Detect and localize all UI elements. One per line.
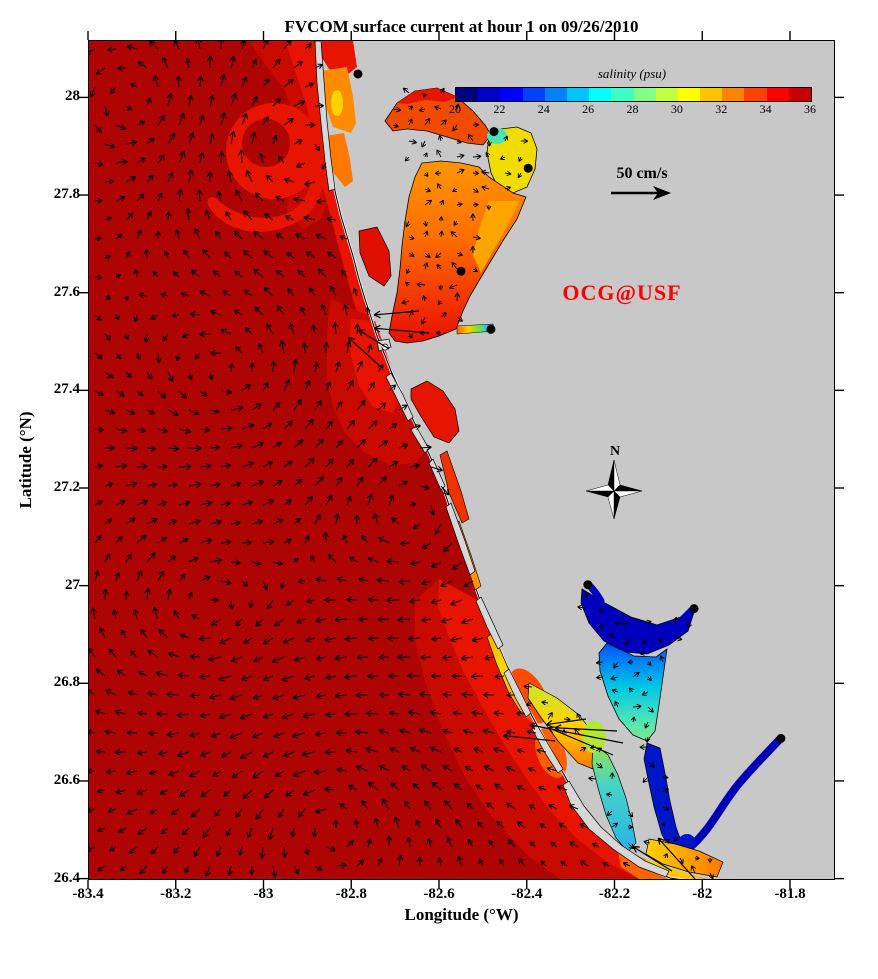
x-tick-label: -82.4 <box>511 886 543 902</box>
compass-north-label: N <box>609 444 621 459</box>
colorbar-tick-label: 22 <box>493 102 506 116</box>
salinity-current-map <box>89 41 786 879</box>
y-tick-label: 27.4 <box>53 381 80 398</box>
river-mouth-markers <box>353 69 786 743</box>
compass-rose <box>585 459 643 520</box>
colorbar-segment <box>655 88 678 101</box>
map-plot-area <box>88 40 835 880</box>
colorbar-segment <box>566 88 590 101</box>
x-tick-label: -82.2 <box>598 886 631 902</box>
colorbar-segment <box>633 88 656 101</box>
colorbar-tick-label: 34 <box>759 102 772 116</box>
colorbar-tick-label: 28 <box>626 102 639 116</box>
colorbar-segment <box>478 88 501 101</box>
colorbar-segment <box>589 88 612 101</box>
colorbar-tick-label: 32 <box>715 102 728 116</box>
colorbar-segment <box>744 88 767 101</box>
colorbar-tick-label: 30 <box>670 102 683 116</box>
x-tick-label: -83 <box>253 886 274 902</box>
colorbar-segment <box>766 88 789 101</box>
colorbar-segment <box>500 88 523 101</box>
colorbar-label: salinity (psu) <box>597 66 667 81</box>
x-tick-label: -82.6 <box>423 886 455 902</box>
x-tick-label: -83.4 <box>72 886 104 902</box>
scale-arrow <box>611 186 671 200</box>
plot-title: FVCOM surface current at hour 1 on 09/26… <box>284 17 639 36</box>
y-tick-label: 28 <box>65 88 80 105</box>
colorbar-tick-label: 24 <box>537 102 550 116</box>
colorbar-segment <box>522 88 545 101</box>
x-axis-label: Longitude (°W) <box>404 905 519 924</box>
y-tick-label: 27.6 <box>53 283 80 300</box>
current-vectors <box>89 41 714 879</box>
colorbar <box>455 87 812 102</box>
y-tick-label: 26.4 <box>53 869 80 886</box>
colorbar-segment <box>677 88 701 101</box>
colorbar-tick-label: 20 <box>449 102 461 116</box>
x-tick-label: -82 <box>692 886 713 902</box>
y-tick-label: 27 <box>65 576 80 593</box>
y-tick-label: 26.6 <box>53 771 80 788</box>
colorbar-tick-label: 26 <box>582 102 595 116</box>
scale-arrow-label: 50 cm/s <box>616 165 668 182</box>
colorbar-segment <box>611 88 634 101</box>
y-tick-label: 27.8 <box>53 186 80 203</box>
colorbar-segment <box>544 88 567 101</box>
watermark-ocg-usf: OCG@USF <box>562 280 682 305</box>
colorbar-tick-label: 36 <box>804 102 816 116</box>
colorbar-segment <box>722 88 745 101</box>
y-tick-label: 27.2 <box>53 479 80 495</box>
colorbar-segment <box>700 88 723 101</box>
colorbar-segment <box>456 88 479 101</box>
x-tick-label: -82.8 <box>335 886 367 902</box>
colorbar-segment <box>788 88 811 101</box>
x-tick-label: -83.2 <box>160 886 192 902</box>
y-tick-label: 26.8 <box>53 674 80 691</box>
x-tick-label: -81.8 <box>774 886 806 902</box>
